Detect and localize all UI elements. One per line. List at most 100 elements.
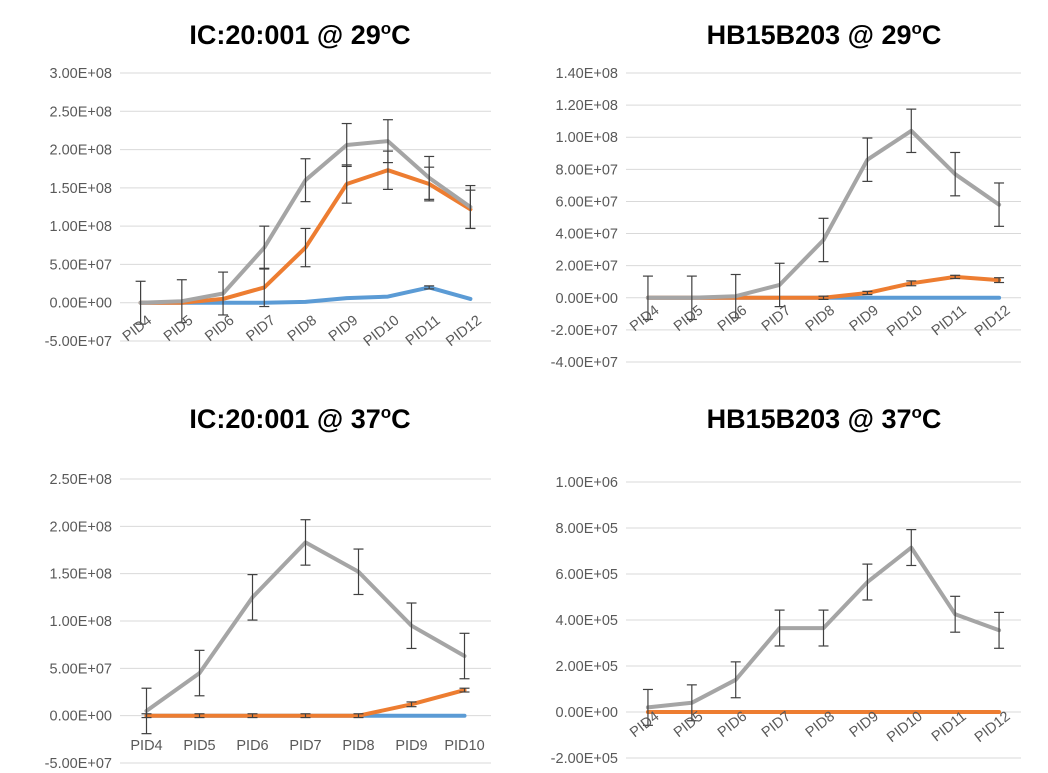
error-bar — [300, 713, 311, 719]
chart-ic20001-29c: IC:20:001 @ 29oC -5.00E+07 0.00E+00 5.00E+0… — [0, 0, 524, 386]
error-bar — [406, 602, 417, 650]
chart-title: HB15B203 @ 29oC — [707, 19, 942, 50]
y-tick-label: 2.50E+08 — [50, 104, 113, 120]
chart-title-unit: C — [391, 404, 411, 434]
error-bar — [686, 684, 697, 722]
error-bar — [300, 227, 311, 268]
error-bar — [862, 290, 873, 296]
x-tick-label: PID10 — [361, 313, 403, 350]
error-bar — [950, 151, 961, 197]
x-tick-label: PID10 — [884, 303, 926, 340]
error-bar — [176, 279, 187, 324]
error-bar — [818, 609, 829, 647]
y-tick-label: 1.40E+08 — [556, 66, 619, 82]
chart-ic20001-37c-svg: IC:20:001 @ 37oC -5.00E+07 0.00E+00 5.00E+0… — [45, 403, 491, 772]
error-bar — [406, 701, 417, 708]
y-tick-label: 5.00E+07 — [50, 257, 113, 273]
x-tick-label: PID12 — [443, 313, 485, 350]
y-tick-label: -2.00E+05 — [551, 751, 618, 767]
y-tick-label: 5.00E+07 — [50, 661, 113, 677]
y-tick-label: 1.00E+08 — [50, 219, 113, 235]
y-tick-label: 1.20E+08 — [556, 98, 619, 114]
series-line — [645, 274, 1002, 300]
x-tick-label: PID11 — [403, 313, 444, 350]
error-bar — [686, 275, 697, 321]
y-tick-label: 1.50E+08 — [50, 181, 113, 197]
error-bar — [300, 158, 311, 203]
y-tick-label: 8.00E+05 — [556, 521, 619, 537]
error-bar — [247, 713, 258, 719]
chart-hb15b203-29c-svg: HB15B203 @ 29oC -4.00E+07 -2.00E+07 0.00E+0… — [551, 19, 1021, 371]
error-bar — [642, 688, 653, 726]
error-bar — [818, 217, 829, 263]
y-tick-label: 0.00E+00 — [556, 705, 619, 721]
chart-title-unit: C — [391, 20, 411, 50]
x-tick-label: PID6 — [236, 738, 268, 754]
error-bar — [906, 280, 917, 287]
error-bar — [818, 295, 829, 300]
error-bar — [862, 563, 873, 601]
chart-ic20001-37c: IC:20:001 @ 37oC -5.00E+07 0.00E+00 5.00E+0… — [0, 386, 524, 773]
y-tick-label: 0.00E+00 — [50, 709, 113, 725]
chart-ic20001-29c-svg: IC:20:001 @ 29oC -5.00E+07 0.00E+00 5.00E+0… — [45, 19, 491, 350]
error-bar — [353, 713, 364, 719]
x-tick-label: PID7 — [243, 313, 278, 345]
series-line — [144, 688, 467, 718]
y-tick-label: 8.00E+07 — [556, 162, 619, 178]
y-tick-label: 4.00E+05 — [556, 613, 619, 629]
x-tick-label: PID10 — [884, 709, 926, 746]
x-tick-label: PID6 — [202, 313, 237, 345]
x-tick-label: PID8 — [342, 738, 374, 754]
error-bar — [994, 277, 1005, 284]
y-tick-label: -2.00E+07 — [551, 323, 618, 339]
y-tick-label: -4.00E+07 — [551, 355, 618, 371]
chart-title: HB15B203 @ 37oC — [707, 403, 942, 434]
chart-hb15b203-37c: HB15B203 @ 37oC -2.00E+05 0.00E+00 2.00E+05… — [524, 386, 1048, 773]
y-tick-label: -5.00E+07 — [45, 334, 112, 350]
chart-title-main: IC:20:001 @ 37 — [189, 404, 380, 434]
x-tick-label: PID10 — [444, 738, 484, 754]
error-bar — [906, 108, 917, 154]
y-tick-label: 2.00E+08 — [50, 143, 113, 159]
error-bar — [424, 285, 435, 290]
error-bar — [459, 687, 470, 693]
error-bar — [950, 274, 961, 280]
error-bar — [353, 548, 364, 596]
y-tick-label: 1.00E+08 — [556, 130, 619, 146]
chart-title-superscript: o — [381, 403, 391, 422]
y-tick-label: 2.50E+08 — [50, 472, 113, 488]
error-bar — [774, 609, 785, 647]
error-bar — [259, 267, 270, 308]
y-tick-label: 3.00E+08 — [50, 66, 113, 82]
y-tick-label: 1.00E+08 — [50, 614, 113, 630]
error-bar — [424, 166, 435, 202]
error-bar — [906, 529, 917, 567]
error-bar — [994, 611, 1005, 649]
x-tick-label: PID11 — [929, 303, 970, 340]
y-tick-label: 0.00E+00 — [50, 296, 113, 312]
error-bar — [774, 262, 785, 308]
error-bar — [642, 275, 653, 321]
error-bar — [247, 574, 258, 621]
chart-title-superscript: o — [381, 19, 391, 38]
chart-title-unit: C — [922, 20, 942, 50]
error-bar — [465, 189, 476, 230]
chart-title: IC:20:001 @ 37oC — [189, 403, 410, 434]
error-bar — [135, 280, 146, 325]
error-bar — [950, 595, 961, 633]
x-tick-label: PID5 — [183, 738, 215, 754]
chart-title-unit: C — [922, 404, 942, 434]
x-tick-label: PID11 — [929, 709, 970, 746]
y-tick-label: 0.00E+00 — [556, 291, 619, 307]
x-tick-label: PID4 — [130, 738, 162, 754]
y-tick-label: 6.00E+07 — [556, 194, 619, 210]
x-tick-label: PID8 — [285, 313, 320, 345]
error-bar — [300, 519, 311, 566]
chart-hb15b203-29c: HB15B203 @ 29oC -4.00E+07 -2.00E+07 0.00E+0… — [524, 0, 1048, 386]
y-tick-label: 1.00E+06 — [556, 475, 619, 491]
error-bar — [459, 632, 470, 680]
x-tick-label: PID12 — [972, 303, 1014, 340]
error-bar — [141, 687, 152, 735]
y-tick-label: 1.50E+08 — [50, 567, 113, 583]
error-bar — [382, 150, 393, 190]
